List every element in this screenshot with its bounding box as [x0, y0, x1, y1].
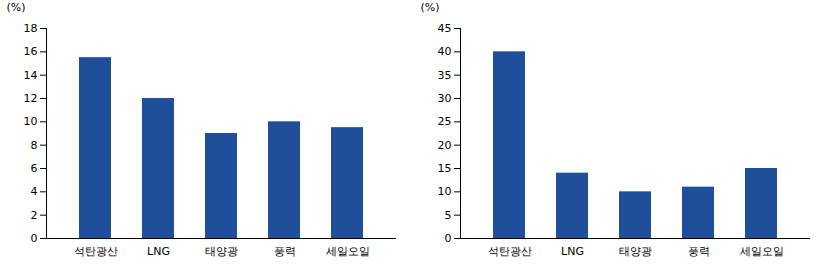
svg-text:8: 8	[31, 139, 38, 152]
svg-text:40: 40	[438, 45, 452, 58]
svg-text:(%): (%)	[421, 1, 440, 14]
svg-text:15: 15	[438, 162, 452, 175]
svg-text:풍력: 풍력	[688, 245, 710, 258]
svg-text:6: 6	[31, 162, 38, 175]
svg-text:0: 0	[31, 232, 38, 245]
svg-text:태양광: 태양광	[619, 245, 652, 258]
svg-text:10: 10	[24, 115, 38, 128]
svg-text:5: 5	[445, 209, 452, 222]
svg-text:18: 18	[24, 22, 38, 35]
svg-text:14: 14	[24, 69, 38, 82]
svg-text:10: 10	[438, 185, 452, 198]
svg-text:석탄광산: 석탄광산	[488, 245, 532, 258]
svg-text:LNG: LNG	[147, 245, 170, 258]
svg-text:풍력: 풍력	[274, 245, 296, 258]
svg-text:45: 45	[438, 22, 452, 35]
svg-text:LNG: LNG	[561, 245, 584, 258]
svg-text:25: 25	[438, 115, 452, 128]
svg-text:(%): (%)	[7, 1, 26, 14]
svg-text:태양광: 태양광	[205, 245, 238, 258]
svg-text:35: 35	[438, 69, 452, 82]
svg-text:2: 2	[31, 209, 38, 222]
svg-text:30: 30	[438, 92, 452, 105]
svg-text:세일오일: 세일오일	[326, 245, 370, 258]
svg-text:20: 20	[438, 139, 452, 152]
svg-text:석탄광산: 석탄광산	[74, 245, 118, 258]
svg-text:16: 16	[24, 45, 38, 58]
svg-text:4: 4	[31, 185, 38, 198]
svg-text:12: 12	[24, 92, 38, 105]
svg-text:세일오일: 세일오일	[740, 245, 784, 258]
svg-text:0: 0	[445, 232, 452, 245]
